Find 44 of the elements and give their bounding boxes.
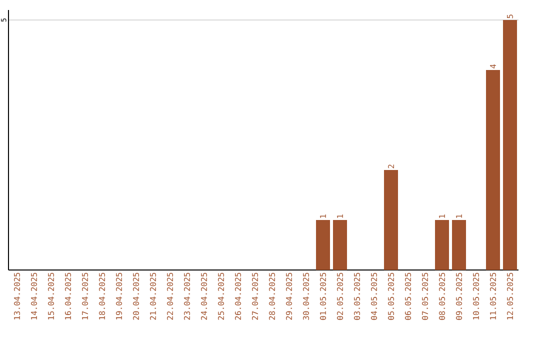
x-tick-label: 20.04.2025 (132, 272, 140, 320)
x-tick-label: 28.04.2025 (268, 272, 276, 320)
x-tick-label: 03.05.2025 (354, 272, 360, 320)
x-tick-label: 08.05.2025 (438, 272, 446, 320)
x-tick-label: 14.04.2025 (30, 272, 38, 320)
x-tick-label: 12.05.2025 (506, 272, 514, 320)
x-tick-label: 26.04.2025 (234, 272, 242, 320)
x-tick-label: 24.04.2025 (200, 272, 208, 320)
bar (435, 220, 450, 270)
x-tick-label: 17.04.2025 (82, 272, 88, 320)
x-tick-label: 21.04.2025 (150, 272, 156, 320)
x-tick-label: 25.04.2025 (218, 272, 224, 320)
data-label: 1 (456, 214, 462, 218)
bar (333, 220, 348, 270)
data-label: 1 (337, 214, 343, 218)
data-label: 1 (439, 214, 445, 218)
x-tick-label: 23.04.2025 (184, 272, 190, 320)
x-tick-label: 19.04.2025 (116, 272, 122, 320)
x-tick-label: 06.05.2025 (404, 272, 412, 320)
x-tick-label: 09.05.2025 (456, 272, 462, 320)
x-tick-label: 04.05.2025 (370, 272, 378, 320)
x-tick-label: 11.05.2025 (490, 272, 496, 320)
x-tick-label: 05.05.2025 (388, 272, 394, 320)
bar (452, 220, 466, 270)
data-label: 2 (388, 164, 394, 168)
x-tick-label: 02.05.2025 (336, 272, 344, 320)
x-tick-label: 15.04.2025 (48, 272, 54, 320)
x-tick-label: 01.05.2025 (320, 272, 326, 320)
x-tick-label: 27.04.2025 (252, 272, 258, 320)
x-tick-label: 16.04.2025 (64, 272, 72, 320)
x-tick-label: 29.04.2025 (286, 272, 292, 320)
x-tick-label: 30.04.2025 (302, 272, 310, 320)
bar (503, 20, 518, 270)
data-label: 5 (507, 14, 513, 18)
x-tick-label: 18.04.2025 (98, 272, 106, 320)
x-tick-label: 07.05.2025 (422, 272, 428, 320)
bar (486, 70, 500, 270)
data-label: 1 (320, 214, 326, 218)
x-tick-label: 22.04.2025 (166, 272, 174, 320)
data-label: 4 (490, 64, 496, 68)
bar (316, 220, 330, 270)
x-tick-label: 13.04.2025 (14, 272, 20, 320)
x-tick-label: 10.05.2025 (472, 272, 480, 320)
bar (384, 170, 398, 270)
